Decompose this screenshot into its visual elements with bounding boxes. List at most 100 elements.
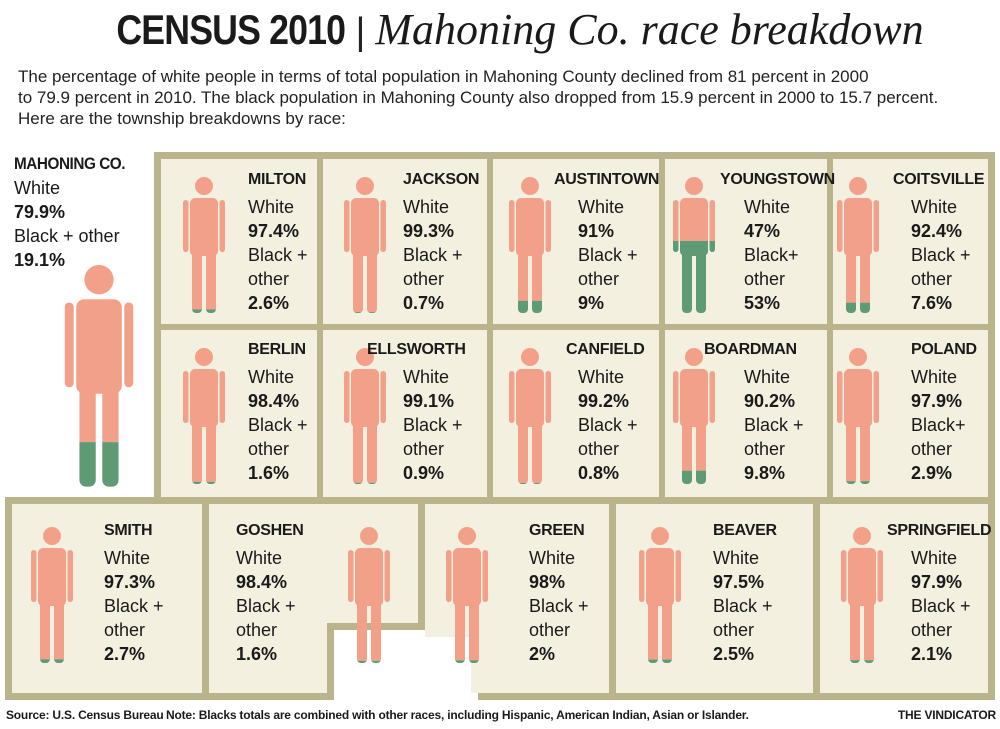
other-label: Black + bbox=[248, 415, 308, 435]
township-label-springfield: SPRINGFIELD White 97.9% Black + other 2.1% bbox=[887, 519, 992, 666]
white-label: White bbox=[403, 197, 450, 217]
other-label-2: other bbox=[236, 620, 278, 640]
other-label: Black + bbox=[578, 245, 638, 265]
other-label: Black + bbox=[403, 245, 463, 265]
white-value: 47% bbox=[744, 221, 781, 241]
other-value: 2.7% bbox=[104, 644, 146, 664]
white-label: White bbox=[236, 548, 283, 568]
township-label-boardman: BOARDMAN White 90.2% Black + other 9.8% bbox=[704, 338, 804, 485]
other-value: 0.9% bbox=[403, 463, 445, 483]
other-label-2: other bbox=[713, 620, 755, 640]
other-label-2: other bbox=[104, 620, 146, 640]
page-title: CENSUS 2010 | Mahoning Co. race breakdown bbox=[0, 4, 1000, 58]
white-label: White bbox=[744, 197, 791, 217]
township-panel-goshen-lower bbox=[209, 623, 327, 693]
other-label-2: other bbox=[529, 620, 571, 640]
title-separator: | bbox=[355, 11, 366, 53]
township-name: ELLSWORTH bbox=[367, 341, 466, 358]
other-label: Black + bbox=[744, 415, 804, 435]
white-value: 97.4% bbox=[248, 221, 300, 241]
white-label: White bbox=[578, 367, 625, 387]
figure-white-share bbox=[64, 265, 134, 443]
township-name: POLAND bbox=[911, 341, 977, 358]
other-value: 0.7% bbox=[403, 293, 445, 313]
white-label: White bbox=[529, 548, 576, 568]
township-name: CANFIELD bbox=[566, 341, 645, 358]
other-value: 1.6% bbox=[236, 644, 278, 664]
other-label-2: other bbox=[578, 439, 620, 459]
county-summary: MAHONING CO. White 79.9% Black + other 1… bbox=[14, 152, 154, 272]
white-label: White bbox=[911, 197, 958, 217]
township-label-poland: POLAND White 97.9% Black+ other 2.9% bbox=[911, 338, 977, 485]
other-label-2: other bbox=[248, 439, 290, 459]
credit: THE VINDICATOR bbox=[897, 708, 996, 722]
other-label: Black + bbox=[403, 415, 463, 435]
other-value: 0.8% bbox=[578, 463, 620, 483]
other-label: Black + bbox=[104, 596, 164, 616]
other-label: Black+ bbox=[911, 415, 966, 435]
other-value: 9% bbox=[578, 293, 605, 313]
white-label: White bbox=[744, 367, 791, 387]
county-figure bbox=[64, 265, 134, 487]
township-name: SPRINGFIELD bbox=[887, 522, 992, 539]
other-label: Black + bbox=[911, 596, 971, 616]
other-label-2: other bbox=[403, 439, 445, 459]
figure-other-share bbox=[64, 442, 134, 487]
other-label: Black + bbox=[911, 245, 971, 265]
white-value: 99.2% bbox=[578, 391, 630, 411]
other-label: Black + bbox=[529, 596, 589, 616]
other-value: 53% bbox=[744, 293, 781, 313]
other-value: 2% bbox=[529, 644, 556, 664]
white-value: 98.4% bbox=[236, 572, 288, 592]
white-value: 97.9% bbox=[911, 572, 963, 592]
other-value: 9.8% bbox=[744, 463, 786, 483]
white-value: 98% bbox=[529, 572, 566, 592]
township-label-jackson: JACKSON White 99.3% Black + other 0.7% bbox=[403, 168, 479, 315]
white-label: White bbox=[403, 367, 450, 387]
county-white-label: White bbox=[14, 178, 61, 198]
other-value: 2.1% bbox=[911, 644, 953, 664]
other-label-2: other bbox=[248, 269, 290, 289]
intro-line-3: Here are the township breakdowns by race… bbox=[18, 109, 346, 128]
white-value: 99.3% bbox=[403, 221, 455, 241]
other-label: Black+ bbox=[744, 245, 799, 265]
white-label: White bbox=[248, 197, 295, 217]
township-name: SMITH bbox=[104, 522, 153, 539]
source-note: Source: U.S. Census Bureau bbox=[6, 708, 164, 722]
white-label: White bbox=[713, 548, 760, 568]
other-value: 2.6% bbox=[248, 293, 290, 313]
county-name: MAHONING CO. bbox=[14, 154, 126, 173]
white-value: 90.2% bbox=[744, 391, 796, 411]
footnote: Note: Blacks totals are combined with ot… bbox=[166, 708, 749, 722]
other-label-2: other bbox=[911, 620, 953, 640]
white-label: White bbox=[104, 548, 151, 568]
other-label: Black + bbox=[236, 596, 296, 616]
township-label-smith: SMITH White 97.3% Black + other 2.7% bbox=[104, 519, 164, 666]
white-label: White bbox=[248, 367, 295, 387]
township-name: BERLIN bbox=[248, 341, 306, 358]
township-label-canfield: CANFIELD White 99.2% Black + other 0.8% bbox=[566, 338, 645, 485]
township-label-beaver: BEAVER White 97.5% Black + other 2.5% bbox=[713, 519, 777, 666]
white-value: 97.9% bbox=[911, 391, 963, 411]
township-label-berlin: BERLIN White 98.4% Black + other 1.6% bbox=[248, 338, 308, 485]
other-label-2: other bbox=[578, 269, 620, 289]
township-label-green: GREEN White 98% Black + other 2% bbox=[529, 519, 589, 666]
intro-text: The percentage of white people in terms … bbox=[18, 66, 978, 129]
white-label: White bbox=[578, 197, 625, 217]
other-label-2: other bbox=[911, 439, 953, 459]
township-name: GOSHEN bbox=[236, 522, 304, 539]
white-label: White bbox=[911, 548, 958, 568]
other-value: 2.5% bbox=[713, 644, 755, 664]
township-name: JACKSON bbox=[403, 171, 480, 188]
white-value: 91% bbox=[578, 221, 615, 241]
county-other-label: Black + other bbox=[14, 226, 120, 246]
other-value: 2.9% bbox=[911, 463, 953, 483]
other-label: Black + bbox=[578, 415, 638, 435]
township-name: GREEN bbox=[529, 522, 585, 539]
township-label-ellsworth: ELLSWORTH White 99.1% Black + other 0.9% bbox=[367, 338, 466, 485]
township-name: BOARDMAN bbox=[704, 341, 797, 358]
township-label-milton: MILTON White 97.4% Black + other 2.6% bbox=[248, 168, 308, 315]
other-label-2: other bbox=[744, 439, 786, 459]
county-white-value: 79.9% bbox=[14, 202, 66, 222]
